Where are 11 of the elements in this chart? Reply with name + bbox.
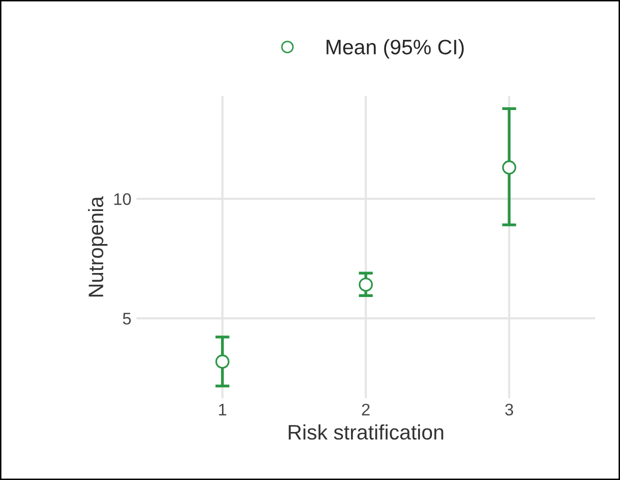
- x-tick-label: 3: [505, 404, 514, 416]
- point: [502, 160, 516, 175]
- point: [358, 278, 373, 292]
- x-axis-title: Risk stratification: [288, 424, 444, 440]
- legend-label: Mean (95% CI): [326, 39, 464, 59]
- y-tick-label: 5: [122, 312, 131, 325]
- y-axis-title: Nutropenia: [88, 196, 108, 296]
- point: [215, 354, 230, 369]
- x-tick-label: 2: [362, 404, 370, 416]
- x-tick-label: 1: [219, 404, 226, 416]
- y-tick-label: 10: [114, 193, 131, 205]
